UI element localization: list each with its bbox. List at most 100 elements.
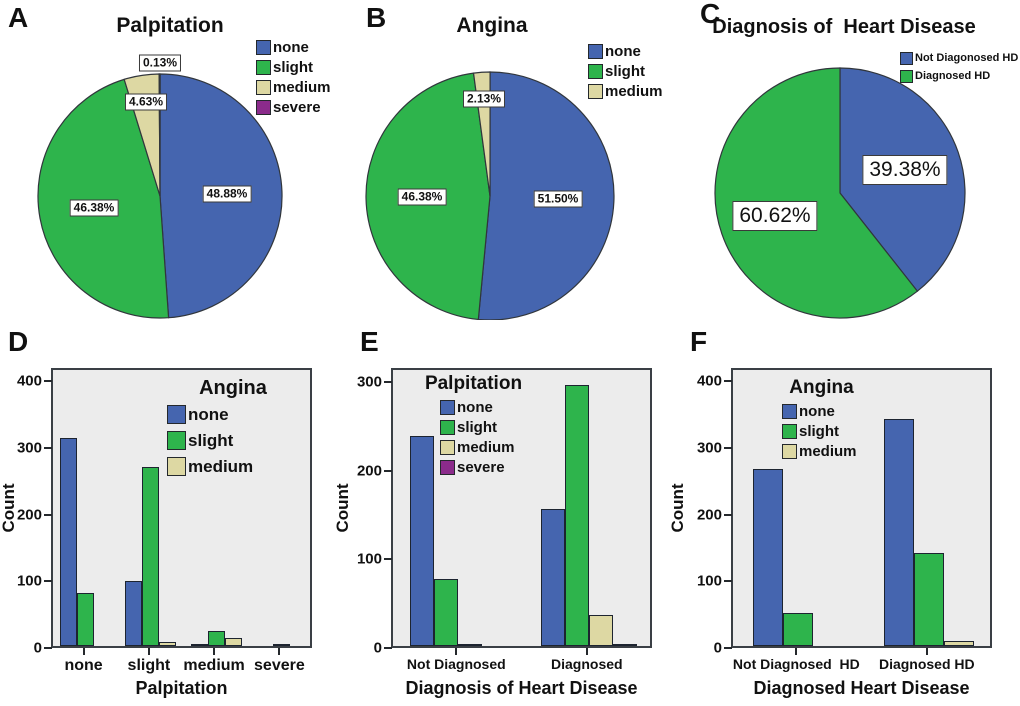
- legend-swatch-not-diagonosed-hd: [900, 52, 913, 65]
- legend-c: Not Diagonosed HD Diagnosed HD: [900, 52, 1018, 88]
- legend-swatch-medium: [588, 84, 603, 99]
- pie-value-label-slight: 46.38%: [397, 188, 447, 206]
- y-tick-mark: [384, 469, 392, 472]
- bar-medium-diagnosed: [588, 615, 613, 646]
- panel-letter-c: C: [700, 0, 721, 29]
- pie-value-label-none: 51.50%: [533, 190, 583, 208]
- pie-chart-angina: 51.50% 46.38% 2.13% none slight medium: [340, 0, 680, 320]
- legend-label-slight: slight: [457, 419, 497, 436]
- y-tick-label: 400: [16, 372, 42, 390]
- legend-label-medium: medium: [799, 443, 857, 460]
- bar-medium-diagnosed-hd: [943, 640, 974, 646]
- bar-none-not-diagnosed: [410, 436, 435, 646]
- legend-item-none: none: [256, 40, 331, 55]
- legend-item-medium: medium: [588, 84, 663, 99]
- panel-letter-a: A: [8, 2, 29, 33]
- x-tick-label-not-diagnosed-hd: Not Diagnosed HD: [732, 656, 860, 672]
- x-tick-mark: [925, 648, 928, 655]
- y-axis-title: Count: [668, 483, 687, 533]
- bar-slight-none: [77, 593, 95, 646]
- bar-slight-medium: [207, 630, 225, 646]
- legend-item-none: none: [440, 400, 531, 415]
- legend-item-slight: slight: [588, 64, 663, 79]
- legend-label-slight: slight: [605, 63, 645, 80]
- legend-item-none: none: [782, 404, 869, 419]
- legend-item-medium: medium: [167, 457, 303, 476]
- y-tick-label: 300: [16, 439, 42, 457]
- pie-value-label-severe: 0.13%: [138, 54, 182, 72]
- panel-f: F 0 100 200 300 400 Count Not Diagnosed HD Diag…: [668, 320, 1020, 706]
- pie-slice-severe: [158, 73, 161, 197]
- x-tick-label-not-diagnosed: Not Diagnosed: [406, 656, 506, 672]
- pie-value-label-slight: 46.38%: [69, 199, 119, 217]
- plot-area-e: [391, 368, 652, 648]
- y-tick-label: 0: [373, 639, 382, 657]
- y-tick-mark: [724, 513, 732, 516]
- legend-item-medium: medium: [440, 440, 531, 455]
- legend-label-slight: slight: [188, 431, 234, 450]
- y-tick-label: 200: [696, 506, 722, 524]
- x-tick-label-medium: medium: [183, 657, 245, 674]
- legend-label-severe: severe: [273, 99, 321, 116]
- legend-swatch-medium: [440, 440, 455, 455]
- y-tick-mark: [724, 380, 732, 383]
- y-tick-label: 400: [696, 372, 722, 390]
- bar-none-slight: [125, 580, 143, 646]
- x-tick-label-slight: slight: [127, 657, 171, 674]
- bar-none-not-diagnosed-hd: [753, 468, 784, 646]
- legend-swatch-none: [440, 400, 455, 415]
- bar-slight-severe: [272, 644, 290, 646]
- legend-label-none: none: [457, 399, 493, 416]
- chart-title-palpitation: Palpitation: [116, 14, 224, 37]
- x-tick-label-diagnosed: Diagnosed: [551, 656, 623, 672]
- x-tick-mark: [213, 648, 216, 655]
- x-tick-mark: [82, 648, 85, 655]
- legend-a: none slight medium severe: [256, 40, 331, 120]
- plot-area-d: [51, 368, 312, 648]
- legend-item-not-diagonosed-hd: Not Diagonosed HD: [900, 52, 1018, 65]
- legend-swatch-slight: [167, 431, 186, 450]
- x-axis-title: Diagnosed Heart Disease: [753, 678, 970, 698]
- x-tick-mark: [455, 648, 458, 655]
- bar-slight-not-diagnosed-hd: [783, 613, 814, 646]
- panel-letter-d: D: [8, 326, 29, 357]
- legend-item-diagnosed-hd: Diagnosed HD: [900, 70, 1018, 83]
- y-tick-label: 100: [16, 572, 42, 590]
- y-tick-mark: [44, 513, 52, 516]
- legend-swatch-slight: [588, 64, 603, 79]
- pie-chart-heart-disease-diagnosis: 39.38% 60.62% Not Diagonosed HD Diagnosed H…: [680, 0, 1020, 320]
- legend-d: Angina none slight medium: [163, 378, 303, 483]
- legend-swatch-none: [588, 44, 603, 59]
- bar-chart-palpitation-by-diagnosis: 0 100 200 300 Count Not Diagnosed Diagnosed Dia…: [333, 320, 680, 706]
- bar-none-diagnosed-hd: [883, 419, 914, 646]
- x-tick-mark: [147, 648, 150, 655]
- pie-chart-palpitation: 48.88% 46.38% 4.63% 0.13% none slight medium se…: [0, 0, 340, 320]
- legend-item-medium: medium: [256, 80, 331, 95]
- plot-area-f: [731, 368, 992, 648]
- panel-a: A Palpitation 48.88% 46.38% 4.63% 0.13% none…: [0, 0, 340, 320]
- legend-label-slight: slight: [799, 423, 839, 440]
- legend-swatch-medium: [256, 80, 271, 95]
- legend-label-medium: medium: [457, 439, 515, 456]
- legend-label-not-diagonosed-hd: Not Diagonosed HD: [915, 52, 1019, 64]
- y-tick-label: 200: [356, 462, 382, 480]
- x-tick-mark: [795, 648, 798, 655]
- pie-slice-slight: [37, 78, 170, 319]
- y-tick-mark: [384, 647, 392, 649]
- legend-e: Palpitation none slight medium severe: [416, 374, 531, 480]
- legend-label-none: none: [273, 39, 309, 56]
- bar-medium-medium: [224, 638, 242, 646]
- legend-item-severe: severe: [256, 100, 331, 115]
- y-tick-label: 300: [356, 373, 382, 391]
- legend-item-slight: slight: [440, 420, 531, 435]
- legend-label-none: none: [605, 43, 641, 60]
- x-tick-label-severe: severe: [254, 657, 305, 674]
- chart-title-heart-disease-diagnosis: Diagnosis of Heart Disease: [712, 16, 976, 38]
- legend-item-slight: slight: [782, 424, 869, 439]
- legend-item-slight: slight: [256, 60, 331, 75]
- legend-title: Angina: [789, 377, 854, 398]
- pie-value-label-medium: 2.13%: [462, 90, 506, 108]
- bar-none-diagnosed: [540, 508, 565, 646]
- legend-label-diagnosed-hd: Diagnosed HD: [915, 70, 991, 82]
